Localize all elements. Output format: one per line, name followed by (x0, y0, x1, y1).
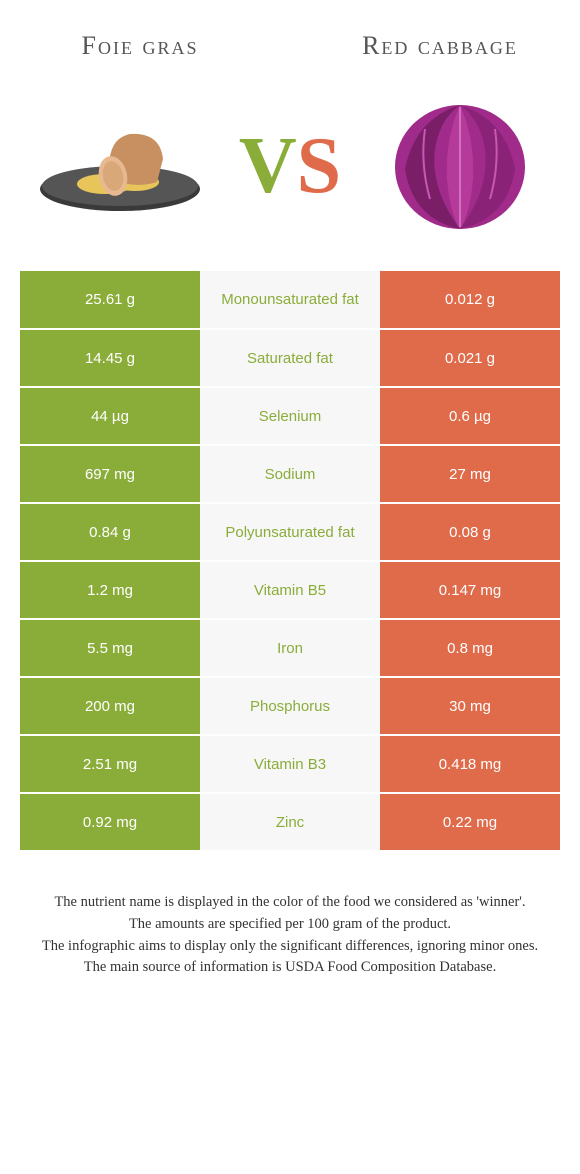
nutrient-name: Saturated fat (200, 329, 380, 387)
table-row: 697 mgSodium27 mg (20, 445, 560, 503)
right-value: 0.147 mg (380, 561, 560, 619)
images-row: VS (0, 71, 580, 271)
foie-gras-image (30, 104, 210, 229)
nutrient-name: Vitamin B3 (200, 735, 380, 793)
footer-line-2: The amounts are specified per 100 gram o… (30, 914, 550, 936)
left-value: 14.45 g (20, 329, 200, 387)
nutrient-name: Phosphorus (200, 677, 380, 735)
table-row: 44 µgSelenium0.6 µg (20, 387, 560, 445)
right-value: 30 mg (380, 677, 560, 735)
nutrient-name: Monounsaturated fat (200, 271, 380, 329)
right-value: 0.08 g (380, 503, 560, 561)
left-value: 44 µg (20, 387, 200, 445)
title-left: Foie gras (40, 30, 240, 61)
footer-line-4: The main source of information is USDA F… (30, 957, 550, 979)
table-row: 0.84 gPolyunsaturated fat0.08 g (20, 503, 560, 561)
left-value: 1.2 mg (20, 561, 200, 619)
right-value: 27 mg (380, 445, 560, 503)
left-value: 0.84 g (20, 503, 200, 561)
right-value: 0.021 g (380, 329, 560, 387)
vs-label: VS (239, 126, 341, 206)
footer-line-3: The infographic aims to display only the… (30, 936, 550, 958)
footer-notes: The nutrient name is displayed in the co… (0, 852, 580, 979)
left-value: 697 mg (20, 445, 200, 503)
left-value: 0.92 mg (20, 793, 200, 851)
right-value: 0.22 mg (380, 793, 560, 851)
vs-v: V (239, 122, 297, 210)
nutrient-name: Iron (200, 619, 380, 677)
table-row: 14.45 gSaturated fat0.021 g (20, 329, 560, 387)
footer-line-1: The nutrient name is displayed in the co… (30, 892, 550, 914)
table-row: 200 mgPhosphorus30 mg (20, 677, 560, 735)
table-row: 1.2 mgVitamin B50.147 mg (20, 561, 560, 619)
table-row: 2.51 mgVitamin B30.418 mg (20, 735, 560, 793)
nutrient-name: Vitamin B5 (200, 561, 380, 619)
nutrient-name: Selenium (200, 387, 380, 445)
right-value: 0.418 mg (380, 735, 560, 793)
title-right: Red cabbage (340, 30, 540, 61)
table-row: 0.92 mgZinc0.22 mg (20, 793, 560, 851)
left-value: 5.5 mg (20, 619, 200, 677)
red-cabbage-image (370, 89, 550, 244)
table-row: 5.5 mgIron0.8 mg (20, 619, 560, 677)
left-value: 25.61 g (20, 271, 200, 329)
nutrient-name: Sodium (200, 445, 380, 503)
left-value: 200 mg (20, 677, 200, 735)
nutrient-name: Zinc (200, 793, 380, 851)
right-value: 0.012 g (380, 271, 560, 329)
table-row: 25.61 gMonounsaturated fat0.012 g (20, 271, 560, 329)
right-value: 0.6 µg (380, 387, 560, 445)
nutrient-name: Polyunsaturated fat (200, 503, 380, 561)
vs-s: S (297, 122, 342, 210)
right-value: 0.8 mg (380, 619, 560, 677)
left-value: 2.51 mg (20, 735, 200, 793)
nutrient-table: 25.61 gMonounsaturated fat0.012 g14.45 g… (20, 271, 560, 852)
header: Foie gras Red cabbage (0, 0, 580, 71)
